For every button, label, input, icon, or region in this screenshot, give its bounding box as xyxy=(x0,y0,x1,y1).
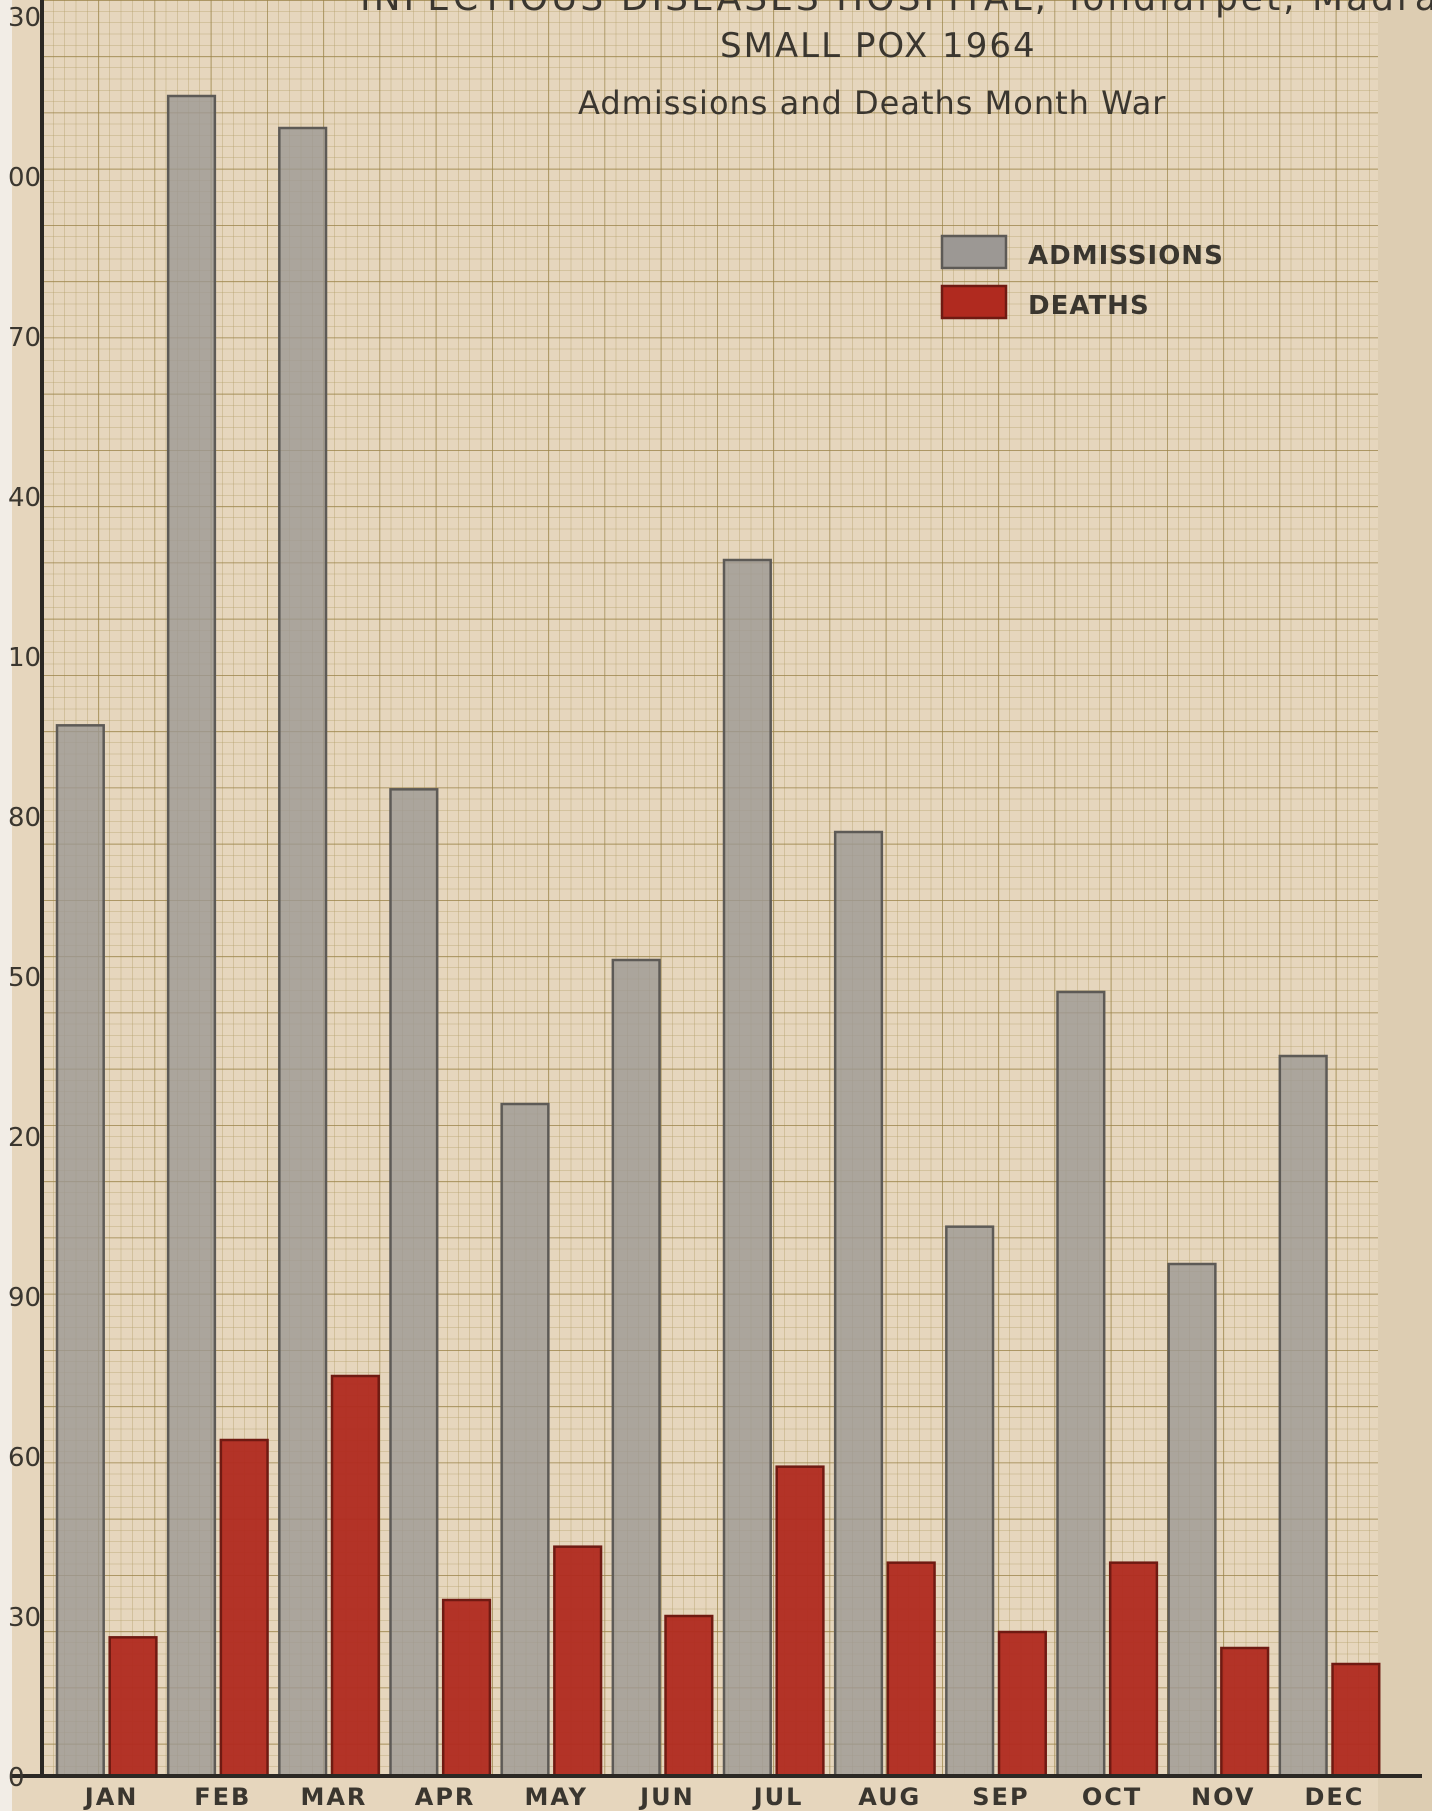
paper-left-margin xyxy=(0,0,12,1811)
admissions-bar-oct xyxy=(1056,990,1106,1778)
deaths-bar-may xyxy=(553,1545,603,1778)
x-tick-label-jan: JAN xyxy=(83,1783,139,1811)
y-tick-label-30: 30 xyxy=(8,1603,41,1633)
admissions-bar-may xyxy=(500,1102,550,1778)
legend: ADMISSIONS DEATHS xyxy=(940,234,1224,321)
admissions-bar-jan xyxy=(55,724,105,1778)
y-tick-label-240: 40 xyxy=(8,483,41,513)
y-tick-label-90: 90 xyxy=(8,1283,41,1313)
admissions-bar-jun xyxy=(611,958,661,1778)
deaths-bar-feb xyxy=(219,1438,269,1778)
legend-swatch-admissions xyxy=(940,234,1008,270)
admissions-bar-feb xyxy=(166,94,217,1778)
axes-group: JAN FEB MAR APR MAY JUN JUL AUG SEP OCT NOV DEC 0 30 6… xyxy=(8,0,1422,1811)
y-tick-label-300: 00 xyxy=(8,163,41,193)
legend-label-admissions: ADMISSIONS xyxy=(1028,241,1224,271)
x-tick-label-may: MAY xyxy=(524,1783,588,1811)
y-tick-label-210: 10 xyxy=(8,643,41,673)
deaths-bar-aug xyxy=(886,1561,936,1778)
deaths-bar-jul xyxy=(775,1465,825,1778)
deaths-bar-apr xyxy=(441,1598,492,1778)
admissions-bar-aug xyxy=(833,830,884,1778)
admissions-bar-nov xyxy=(1167,1262,1217,1778)
legend-label-deaths: DEATHS xyxy=(1028,291,1150,321)
x-tick-label-sep: SEP xyxy=(972,1783,1029,1811)
admissions-bar-mar xyxy=(278,126,328,1778)
x-tick-label-dec: DEC xyxy=(1304,1783,1364,1811)
x-tick-label-apr: APR xyxy=(415,1783,476,1811)
chart-title-top: INFECTIOUS DISEASES HOSPITAL, Tondiarpet… xyxy=(360,0,1432,19)
deaths-bar-nov xyxy=(1220,1646,1270,1778)
legend-swatch-deaths xyxy=(940,284,1008,320)
chart-subtitle: Admissions and Deaths Month War xyxy=(578,84,1167,122)
deaths-bar-mar xyxy=(330,1374,380,1778)
y-tick-label-150: 50 xyxy=(8,963,41,993)
admissions-bar-apr xyxy=(389,788,439,1778)
deaths-bar-jun xyxy=(664,1614,714,1778)
bars-group xyxy=(55,94,1381,1778)
chart-title: SMALL POX 1964 xyxy=(720,26,1037,66)
y-tick-label-330: 30 xyxy=(8,3,41,33)
y-tick-label-270: 70 xyxy=(8,323,41,353)
deaths-bar-dec xyxy=(1331,1662,1381,1778)
x-tick-label-mar: MAR xyxy=(300,1783,367,1811)
admissions-bar-dec xyxy=(1278,1054,1328,1778)
admissions-bar-sep xyxy=(945,1225,995,1778)
x-tick-label-oct: OCT xyxy=(1082,1783,1142,1811)
y-tick-label-0: 0 xyxy=(8,1763,25,1793)
admissions-bar-jul xyxy=(722,558,772,1778)
x-tick-label-jul: JUL xyxy=(752,1783,804,1811)
x-tick-label-aug: AUG xyxy=(858,1783,921,1811)
deaths-bar-sep xyxy=(997,1630,1047,1778)
y-tick-label-60: 60 xyxy=(8,1443,41,1473)
y-tick-label-180: 80 xyxy=(8,803,41,833)
x-tick-label-nov: NOV xyxy=(1191,1783,1255,1811)
deaths-bar-jan xyxy=(108,1636,158,1778)
paper-right-margin xyxy=(1378,0,1432,1811)
x-tick-label-feb: FEB xyxy=(194,1783,251,1811)
y-tick-label-120: 20 xyxy=(8,1123,41,1153)
deaths-bar-oct xyxy=(1108,1561,1159,1778)
x-tick-label-jun: JUN xyxy=(638,1783,695,1811)
